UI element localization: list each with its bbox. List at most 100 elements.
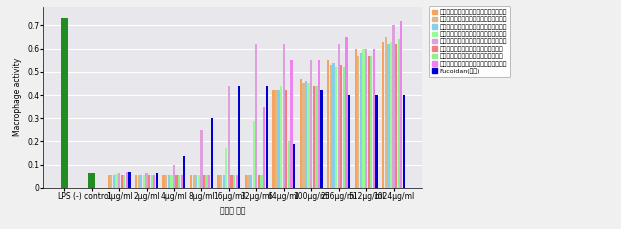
Bar xyxy=(233,175,235,188)
Legend: 파상성하이시리대로고비율근사할효산물, 파상성하이비리대로고비율근사할효산물, 파상성하이연리대로고비율근사할효산물, 파상성하이령니대로고비율근사할효산물, : 파상성하이시리대로고비율근사할효산물, 파상성하이비리대로고비율근사할효산물, … xyxy=(429,6,510,77)
Bar xyxy=(250,175,252,188)
Bar xyxy=(260,175,263,188)
Bar xyxy=(272,90,274,188)
Bar xyxy=(181,175,183,188)
Bar xyxy=(245,175,247,188)
Bar xyxy=(208,175,211,188)
Bar xyxy=(305,81,307,188)
Bar xyxy=(148,175,150,188)
Bar xyxy=(357,56,360,188)
Bar xyxy=(340,65,342,188)
Bar xyxy=(230,175,233,188)
Bar xyxy=(203,175,205,188)
Bar xyxy=(312,86,315,188)
Bar xyxy=(392,25,395,188)
Bar xyxy=(302,83,304,188)
Bar xyxy=(193,175,195,188)
Bar xyxy=(173,165,175,188)
Bar xyxy=(113,175,115,188)
Bar xyxy=(195,175,197,188)
Bar xyxy=(170,175,173,188)
Bar xyxy=(278,90,279,188)
Bar xyxy=(395,44,397,188)
Bar xyxy=(318,60,320,188)
Bar xyxy=(138,175,140,188)
Bar xyxy=(403,95,405,188)
Bar xyxy=(153,175,155,188)
Bar xyxy=(125,172,128,188)
Bar xyxy=(120,175,123,188)
Bar xyxy=(288,141,290,188)
Bar xyxy=(225,148,227,188)
Bar xyxy=(183,156,186,188)
Bar xyxy=(175,175,178,188)
X-axis label: 고염분 농도: 고염분 농도 xyxy=(220,207,246,215)
Bar xyxy=(345,37,348,188)
Bar xyxy=(370,56,373,188)
Bar xyxy=(283,44,285,188)
Bar xyxy=(397,39,400,188)
Bar xyxy=(206,175,208,188)
Bar xyxy=(107,175,110,188)
Bar xyxy=(266,86,268,188)
Bar xyxy=(110,175,112,188)
Bar xyxy=(178,175,180,188)
Bar xyxy=(300,79,302,188)
Bar xyxy=(118,173,120,188)
Bar xyxy=(332,63,335,188)
Bar xyxy=(375,95,378,188)
Bar xyxy=(201,130,202,188)
Bar xyxy=(310,60,312,188)
Bar xyxy=(238,86,240,188)
Bar xyxy=(293,144,295,188)
Bar xyxy=(220,175,222,188)
Bar xyxy=(156,173,158,188)
Bar xyxy=(145,173,148,188)
Bar xyxy=(280,86,283,188)
Bar xyxy=(291,60,292,188)
Bar xyxy=(123,175,125,188)
Bar xyxy=(275,90,277,188)
Bar xyxy=(88,173,95,188)
Bar xyxy=(258,175,260,188)
Bar xyxy=(338,44,340,188)
Bar xyxy=(211,118,213,188)
Bar xyxy=(217,175,220,188)
Bar xyxy=(165,175,167,188)
Bar xyxy=(255,44,258,188)
Bar xyxy=(360,53,362,188)
Bar xyxy=(222,175,225,188)
Bar xyxy=(116,174,117,188)
Bar xyxy=(365,49,367,188)
Y-axis label: Macrophage activity: Macrophage activity xyxy=(12,58,22,136)
Bar xyxy=(163,175,165,188)
Bar xyxy=(61,19,68,188)
Bar xyxy=(235,175,238,188)
Bar xyxy=(327,60,329,188)
Bar xyxy=(335,67,337,188)
Bar xyxy=(140,175,142,188)
Bar xyxy=(135,175,137,188)
Bar xyxy=(348,95,350,188)
Bar xyxy=(373,49,375,188)
Bar xyxy=(247,175,250,188)
Bar xyxy=(382,42,384,188)
Bar xyxy=(197,175,200,188)
Bar xyxy=(143,175,145,188)
Bar xyxy=(307,83,310,188)
Bar xyxy=(400,21,402,188)
Bar xyxy=(343,67,345,188)
Bar xyxy=(228,86,230,188)
Bar xyxy=(390,42,392,188)
Bar xyxy=(253,120,255,188)
Bar xyxy=(315,86,317,188)
Bar xyxy=(129,172,130,188)
Bar xyxy=(263,107,265,188)
Bar xyxy=(368,56,370,188)
Bar xyxy=(190,175,192,188)
Bar xyxy=(330,65,332,188)
Bar xyxy=(363,49,365,188)
Bar xyxy=(168,175,170,188)
Bar xyxy=(355,49,357,188)
Bar xyxy=(285,90,288,188)
